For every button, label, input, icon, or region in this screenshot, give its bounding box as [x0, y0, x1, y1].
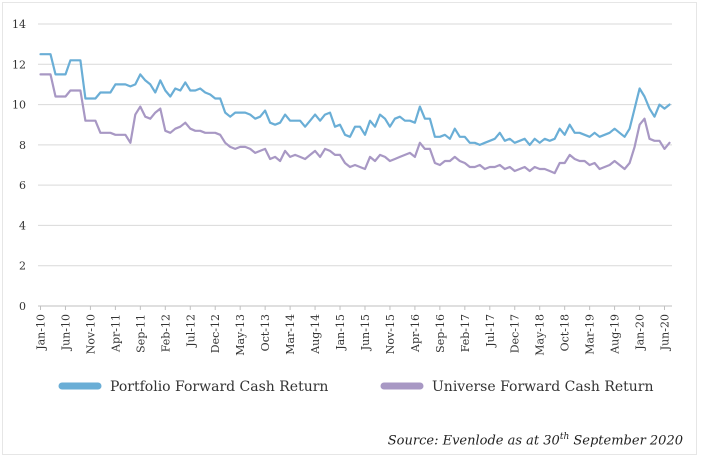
x-tick-label: Sep-11 [134, 314, 147, 353]
x-tick-label: May-18 [534, 314, 547, 356]
y-tick-label: 2 [19, 260, 26, 273]
y-axis: 0 2 4 6 8 10 12 14 [12, 18, 26, 313]
y-tick-label: 12 [12, 58, 26, 71]
x-tick-label: Oct-18 [559, 314, 572, 351]
series-line-portfolio [39, 53, 671, 146]
x-tick-label: Nov-10 [84, 314, 97, 354]
x-axis: Jan-10 Jun-10 Nov-10 Apr-11 Sep-11 Feb-12 Jul-… [34, 305, 672, 356]
x-tick-label: Aug-19 [609, 314, 622, 355]
x-tick-label: Apr-16 [409, 314, 422, 353]
y-tick-label: 0 [19, 300, 26, 313]
legend: Portfolio Forward Cash Return Universe F… [58, 379, 654, 395]
x-tick-label: Apr-11 [109, 314, 122, 353]
x-tick-label: Jun-10 [59, 314, 72, 351]
x-tick-label: Mar-19 [584, 314, 597, 355]
x-tick-label: Jan-10 [34, 314, 47, 351]
source-suffix: September 2020 [569, 433, 683, 449]
y-tick-label: 14 [12, 18, 26, 31]
series-line-universe [39, 73, 671, 175]
source-prefix: Source: Evenlode as at 30 [387, 433, 560, 449]
x-tick-label: Mar-14 [284, 314, 297, 355]
x-tick-label: Jan-15 [334, 314, 347, 351]
legend-label-portfolio: Portfolio Forward Cash Return [110, 379, 328, 395]
y-tick-label: 10 [12, 99, 26, 112]
x-tick-label: May-13 [234, 314, 247, 356]
x-tick-label: Jul-17 [484, 314, 497, 348]
y-tick-label: 6 [19, 179, 26, 192]
source-superscript: th [559, 432, 570, 442]
series-lines [39, 53, 671, 175]
y-tick-label: 8 [19, 139, 26, 152]
x-tick-label: Feb-12 [159, 314, 172, 352]
y-tick-label: 4 [19, 219, 26, 232]
chart-frame [2, 2, 697, 455]
gridlines [38, 23, 672, 267]
x-tick-label: Dec-17 [509, 314, 522, 353]
x-tick-label: Dec-12 [209, 314, 222, 353]
x-tick-label: Aug-14 [309, 314, 322, 355]
x-tick-label: Oct-13 [259, 314, 272, 351]
x-tick-label: Sep-16 [434, 314, 447, 353]
x-tick-label: Feb-17 [459, 314, 472, 352]
x-tick-label: Jul-12 [184, 314, 197, 348]
x-tick-label: Nov-15 [384, 314, 397, 354]
x-tick-label: Jun-20 [659, 314, 672, 351]
x-tick-label: Jun-15 [359, 314, 372, 351]
x-tick-label: Jan-20 [634, 314, 647, 351]
legend-label-universe: Universe Forward Cash Return [432, 379, 654, 395]
source-note: Source: Evenlode as at 30th September 20… [388, 432, 683, 448]
